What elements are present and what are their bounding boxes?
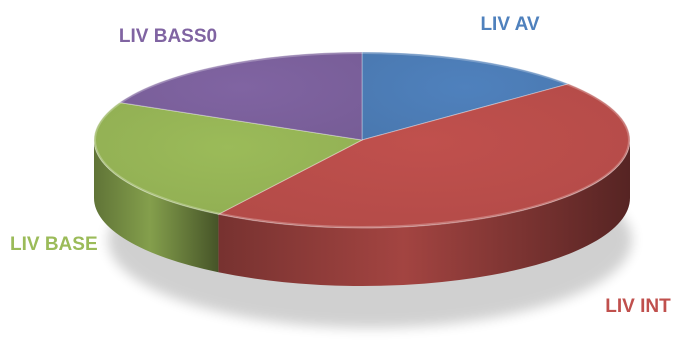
pie-slices <box>93 51 631 229</box>
pie-side-liv-base <box>94 140 219 273</box>
pie-labels: LIV AV LIV INT LIV BASE LIV BASS0 <box>10 14 671 317</box>
pie-slice-liv-bass0 <box>118 51 363 141</box>
pie-sides <box>94 140 630 286</box>
pie-side-liv-int <box>218 140 630 286</box>
label-liv-int: LIV INT <box>605 296 671 317</box>
label-liv-av: LIV AV <box>480 14 539 35</box>
pie-slice-liv-base <box>93 102 364 215</box>
pie-slice-liv-av <box>361 51 571 141</box>
label-liv-bass0: LIV BASS0 <box>119 26 217 47</box>
pie-slice-liv-int <box>216 83 631 229</box>
label-liv-base: LIV BASE <box>10 234 98 255</box>
pie-rim <box>94 52 630 228</box>
